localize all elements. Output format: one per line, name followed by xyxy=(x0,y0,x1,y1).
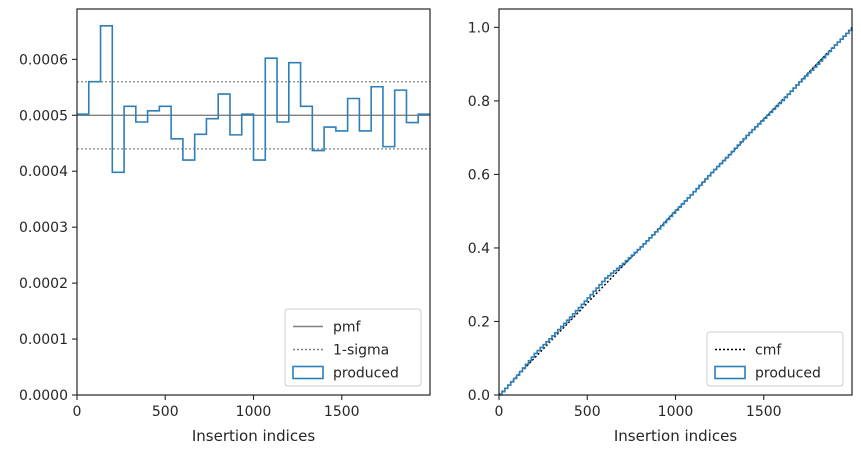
y-tick-label: 1.0 xyxy=(468,20,490,36)
y-tick-label: 0.0 xyxy=(468,388,490,404)
legend-label-produced: produced xyxy=(333,366,399,382)
y-tick-label: 0.6 xyxy=(468,167,490,183)
x-axis-label: Insertion indices xyxy=(192,427,315,445)
y-tick-label: 0.4 xyxy=(468,241,490,257)
x-tick-label: 0 xyxy=(495,404,504,420)
series-produced-cumulative xyxy=(499,27,853,396)
legend-box xyxy=(706,331,844,387)
y-tick-label: 0.0002 xyxy=(19,276,68,292)
x-tick-label: 500 xyxy=(152,404,179,420)
x-tick-label: 1500 xyxy=(324,404,360,420)
y-tick-label: 0.0006 xyxy=(19,52,68,68)
x-tick-label: 1500 xyxy=(746,404,782,420)
x-tick-label: 0 xyxy=(73,404,82,420)
y-tick-label: 0.0004 xyxy=(19,164,68,180)
x-tick-label: 1000 xyxy=(236,404,272,420)
legend-swatch-produced xyxy=(292,365,324,380)
legend-label-1-sigma: 1-sigma xyxy=(333,343,389,359)
y-tick-label: 0.2 xyxy=(468,314,490,330)
legend-label-cmf: cmf xyxy=(755,343,782,359)
y-tick-label: 0.8 xyxy=(468,94,490,110)
x-tick-label: 1000 xyxy=(658,404,694,420)
pmf-panel: 0 500 1000 1500 0.0000 0.0001 0.0002 0.0003 0.00… xyxy=(19,8,431,445)
y-tick-label: 0.0000 xyxy=(19,388,68,404)
series-produced-step xyxy=(77,24,430,174)
x-tick-label: 500 xyxy=(574,404,601,420)
legend-label-produced: produced xyxy=(755,366,821,382)
legend-swatch-produced xyxy=(714,365,746,380)
cmf-panel: 0 500 1000 1500 0.0 0.2 0.4 0.6 0.8 1.0 Insertion … xyxy=(468,8,853,445)
y-tick-label: 0.0001 xyxy=(19,332,68,348)
x-axis-label: Insertion indices xyxy=(614,427,737,445)
y-tick-label: 0.0003 xyxy=(19,220,68,236)
y-tick-label: 0.0005 xyxy=(19,108,68,124)
legend-label-pmf: pmf xyxy=(333,320,362,336)
